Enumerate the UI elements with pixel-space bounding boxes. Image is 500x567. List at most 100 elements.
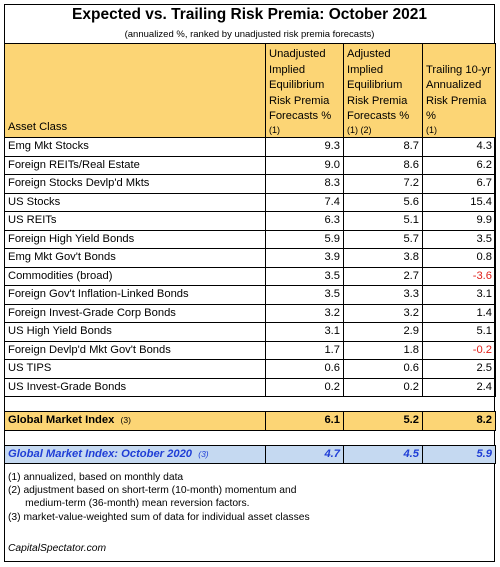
trailing-cell: 3.1 <box>422 285 496 305</box>
table-row: US Invest-Grade Bonds 0.2 0.2 2.4 <box>4 377 496 397</box>
asset-class-cell: US Invest-Grade Bonds <box>4 377 266 397</box>
adjusted-cell: 3.8 <box>343 248 423 268</box>
table-row: Foreign REITs/Real Estate 9.0 8.6 6.2 <box>4 155 496 175</box>
trailing-cell: 6.2 <box>422 155 496 175</box>
gmi-prior-row-label: Global Market Index: October 2020 (3) <box>4 444 266 464</box>
trailing-cell: 6.7 <box>422 174 496 194</box>
gmi-row-trailing: 8.2 <box>422 411 496 431</box>
unadjusted-cell: 3.1 <box>265 322 344 342</box>
asset-class-cell: Foreign Devlp'd Mkt Gov't Bonds <box>4 340 266 360</box>
unadjusted-cell: 0.6 <box>265 359 344 379</box>
footnotes: (1) annualized, based on monthly data (2… <box>8 471 310 524</box>
gmi-prior-row-trailing: 5.9 <box>422 444 496 464</box>
asset-class-cell: Foreign Gov't Inflation-Linked Bonds <box>4 285 266 305</box>
page-subtitle: (annualized %, ranked by unadjusted risk… <box>124 29 375 40</box>
trailing-cell: 5.1 <box>422 322 496 342</box>
adjusted-cell: 0.6 <box>343 359 423 379</box>
asset-class-cell: Emg Mkt Stocks <box>4 137 266 157</box>
trailing-cell: -0.2 <box>422 340 496 360</box>
header-row: Asset Class Unadjusted Implied Equilibri… <box>4 43 496 138</box>
table-row: Foreign High Yield Bonds 5.9 5.7 3.5 <box>4 229 496 249</box>
asset-class-cell: US High Yield Bonds <box>4 322 266 342</box>
adjusted-cell: 1.8 <box>343 340 423 360</box>
footnote-2: (2) adjustment based on short-term (10-m… <box>8 485 297 497</box>
unadjusted-cell: 1.7 <box>265 340 344 360</box>
unadjusted-cell: 7.4 <box>265 192 344 212</box>
header-unadjusted: Unadjusted Implied Equilibrium Risk Prem… <box>265 43 344 138</box>
gmi-row-adjusted: 5.2 <box>343 411 423 431</box>
adjusted-cell: 2.7 <box>343 266 423 286</box>
footnote-2b: medium-term (36-month) mean reversion fa… <box>8 498 250 510</box>
spacer-cell <box>422 429 496 446</box>
adjusted-cell: 8.7 <box>343 137 423 157</box>
table-row: US REITs 6.3 5.1 9.9 <box>4 211 496 231</box>
spacer-cell <box>343 429 423 446</box>
gmi-row-name: Global Market Index <box>8 414 115 427</box>
unadjusted-cell: 5.9 <box>265 229 344 249</box>
spacer-cell <box>4 396 266 412</box>
trailing-cell: 1.4 <box>422 303 496 323</box>
adjusted-cell: 0.2 <box>343 377 423 397</box>
asset-class-cell: US REITs <box>4 211 266 231</box>
adjusted-cell: 3.2 <box>343 303 423 323</box>
unadjusted-cell: 3.5 <box>265 266 344 286</box>
gmi-row-label: Global Market Index (3) <box>4 411 266 431</box>
adjusted-cell: 5.7 <box>343 229 423 249</box>
unadjusted-cell: 3.5 <box>265 285 344 305</box>
adjusted-cell: 5.1 <box>343 211 423 231</box>
table-row: Foreign Stocks Devlp'd Mkts 8.3 7.2 6.7 <box>4 174 496 194</box>
table-row: Emg Mkt Gov't Bonds 3.9 3.8 0.8 <box>4 248 496 268</box>
unadjusted-cell: 9.3 <box>265 137 344 157</box>
footnote-1: (1) annualized, based on monthly data <box>8 472 184 483</box>
page-title: Expected vs. Trailing Risk Premia: Octob… <box>72 6 427 23</box>
adjusted-cell: 7.2 <box>343 174 423 194</box>
spacer-cell <box>422 396 496 412</box>
gmi-prior-row-note: (3) <box>198 448 209 459</box>
table-row: US High Yield Bonds 3.1 2.9 5.1 <box>4 322 496 342</box>
gmi-prior-row-adjusted: 4.5 <box>343 444 423 464</box>
spacer-cell <box>343 396 423 412</box>
unadjusted-cell: 9.0 <box>265 155 344 175</box>
trailing-cell: 15.4 <box>422 192 496 212</box>
risk-premia-table: Asset Class Unadjusted Implied Equilibri… <box>4 43 496 464</box>
adjusted-cell: 3.3 <box>343 285 423 305</box>
gmi-row-unadjusted: 6.1 <box>265 411 344 431</box>
header-asset-class: Asset Class <box>4 43 266 138</box>
trailing-cell: -3.6 <box>422 266 496 286</box>
table-row: US Stocks 7.4 5.6 15.4 <box>4 192 496 212</box>
source-credit: CapitalSpectator.com <box>8 543 107 554</box>
asset-class-cell: Foreign High Yield Bonds <box>4 229 266 249</box>
gmi-prior-row-name: Global Market Index: October 2020 <box>8 447 193 460</box>
table-row: US TIPS 0.6 0.6 2.5 <box>4 359 496 379</box>
gmi-prior-row-unadjusted: 4.7 <box>265 444 344 464</box>
asset-class-cell: Emg Mkt Gov't Bonds <box>4 248 266 268</box>
spacer-row <box>4 429 496 446</box>
table-row: Foreign Invest-Grade Corp Bonds 3.2 3.2 1.4 <box>4 303 496 323</box>
trailing-cell: 4.3 <box>422 137 496 157</box>
spacer-cell <box>265 429 344 446</box>
unadjusted-cell: 6.3 <box>265 211 344 231</box>
adjusted-cell: 2.9 <box>343 322 423 342</box>
header-adjusted: Adjusted Implied Equilibrium Risk Premia… <box>343 43 423 138</box>
spacer-row <box>4 396 496 412</box>
unadjusted-cell: 0.2 <box>265 377 344 397</box>
footnote-3: (3) market-value-weighted sum of data fo… <box>8 511 310 523</box>
gmi-prior-row: Global Market Index: October 2020 (3) 4.7… <box>4 444 496 464</box>
table-row: Commodities (broad) 3.5 2.7 -3.6 <box>4 266 496 286</box>
trailing-cell: 2.5 <box>422 359 496 379</box>
asset-class-cell: US Stocks <box>4 192 266 212</box>
gmi-row-note: (3) <box>120 415 131 426</box>
table-row: Foreign Gov't Inflation-Linked Bonds 3.5 3… <box>4 285 496 305</box>
unadjusted-cell: 8.3 <box>265 174 344 194</box>
gmi-row: Global Market Index (3) 6.1 5.2 8.2 <box>4 411 496 431</box>
trailing-cell: 0.8 <box>422 248 496 268</box>
header-trailing: Trailing 10-yr Annualized Risk Premia %(… <box>422 43 496 138</box>
asset-class-cell: Commodities (broad) <box>4 266 266 286</box>
spacer-cell <box>265 396 344 412</box>
table-row: Foreign Devlp'd Mkt Gov't Bonds 1.7 1.8 -0.… <box>4 340 496 360</box>
trailing-cell: 3.5 <box>422 229 496 249</box>
asset-class-cell: Foreign REITs/Real Estate <box>4 155 266 175</box>
asset-class-cell: Foreign Invest-Grade Corp Bonds <box>4 303 266 323</box>
trailing-cell: 2.4 <box>422 377 496 397</box>
asset-class-cell: US TIPS <box>4 359 266 379</box>
